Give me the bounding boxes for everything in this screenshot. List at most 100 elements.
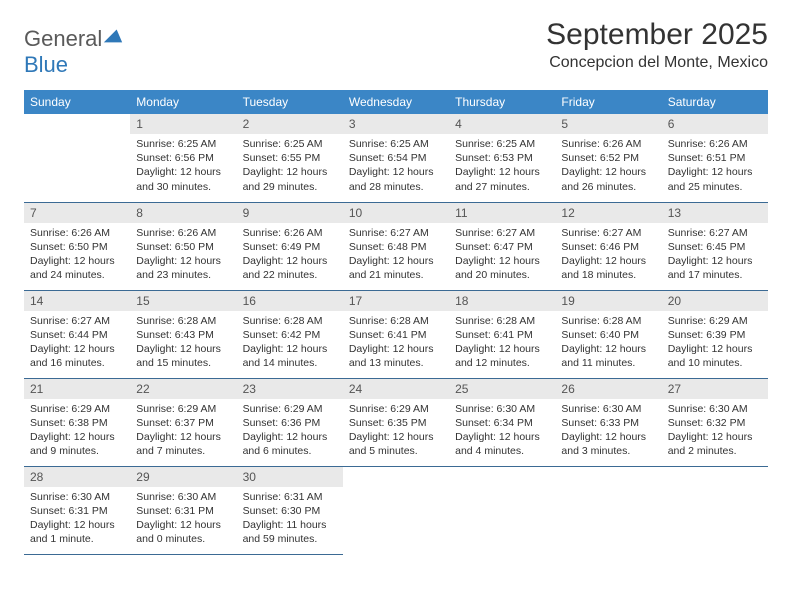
calendar-cell: 18Sunrise: 6:28 AMSunset: 6:41 PMDayligh… [449,290,555,378]
calendar-cell: 26Sunrise: 6:30 AMSunset: 6:33 PMDayligh… [555,378,661,466]
day-number: 18 [449,291,555,311]
day-body: Sunrise: 6:25 AMSunset: 6:53 PMDaylight:… [449,134,555,200]
month-title: September 2025 [546,18,768,52]
sunset-line: Sunset: 6:43 PM [136,328,230,342]
day-number: 13 [662,203,768,223]
title-block: September 2025 Concepcion del Monte, Mex… [546,18,768,72]
calendar-cell: 24Sunrise: 6:29 AMSunset: 6:35 PMDayligh… [343,378,449,466]
sunset-line: Sunset: 6:35 PM [349,416,443,430]
day-number: 20 [662,291,768,311]
calendar-cell: 2Sunrise: 6:25 AMSunset: 6:55 PMDaylight… [237,114,343,202]
calendar-cell: 15Sunrise: 6:28 AMSunset: 6:43 PMDayligh… [130,290,236,378]
sunset-line: Sunset: 6:34 PM [455,416,549,430]
sunrise-line: Sunrise: 6:30 AM [136,490,230,504]
calendar-cell: 23Sunrise: 6:29 AMSunset: 6:36 PMDayligh… [237,378,343,466]
daylight-line: Daylight: 12 hours and 9 minutes. [30,430,124,458]
calendar-cell: . [343,466,449,554]
day-number: 30 [237,467,343,487]
daylight-line: Daylight: 12 hours and 6 minutes. [243,430,337,458]
sunset-line: Sunset: 6:50 PM [30,240,124,254]
sunset-line: Sunset: 6:31 PM [136,504,230,518]
sunrise-line: Sunrise: 6:26 AM [136,226,230,240]
day-number: 9 [237,203,343,223]
sunset-line: Sunset: 6:51 PM [668,151,762,165]
location: Concepcion del Monte, Mexico [546,54,768,72]
daylight-line: Daylight: 12 hours and 15 minutes. [136,342,230,370]
day-number: 21 [24,379,130,399]
daylight-line: Daylight: 12 hours and 13 minutes. [349,342,443,370]
calendar-cell: . [662,466,768,554]
sunset-line: Sunset: 6:31 PM [30,504,124,518]
sunrise-line: Sunrise: 6:29 AM [668,314,762,328]
daylight-line: Daylight: 12 hours and 10 minutes. [668,342,762,370]
day-body: Sunrise: 6:26 AMSunset: 6:51 PMDaylight:… [662,134,768,200]
calendar-cell: . [24,114,130,202]
calendar-head: SundayMondayTuesdayWednesdayThursdayFrid… [24,90,768,114]
calendar-cell: 16Sunrise: 6:28 AMSunset: 6:42 PMDayligh… [237,290,343,378]
calendar-cell: 12Sunrise: 6:27 AMSunset: 6:46 PMDayligh… [555,202,661,290]
calendar-cell: . [449,466,555,554]
sunset-line: Sunset: 6:45 PM [668,240,762,254]
weekday-header: Tuesday [237,90,343,114]
day-body: Sunrise: 6:30 AMSunset: 6:31 PMDaylight:… [130,487,236,553]
day-body: Sunrise: 6:29 AMSunset: 6:36 PMDaylight:… [237,399,343,465]
calendar-cell: 9Sunrise: 6:26 AMSunset: 6:49 PMDaylight… [237,202,343,290]
day-body: Sunrise: 6:25 AMSunset: 6:55 PMDaylight:… [237,134,343,200]
day-number: 5 [555,114,661,134]
calendar-cell: 5Sunrise: 6:26 AMSunset: 6:52 PMDaylight… [555,114,661,202]
daylight-line: Daylight: 12 hours and 7 minutes. [136,430,230,458]
daylight-line: Daylight: 12 hours and 23 minutes. [136,254,230,282]
daylight-line: Daylight: 12 hours and 30 minutes. [136,165,230,193]
day-number: 4 [449,114,555,134]
sunset-line: Sunset: 6:54 PM [349,151,443,165]
day-number: 3 [343,114,449,134]
sunrise-line: Sunrise: 6:25 AM [455,137,549,151]
brand-logo: General Blue [24,24,124,78]
day-body: Sunrise: 6:26 AMSunset: 6:49 PMDaylight:… [237,223,343,289]
daylight-line: Daylight: 12 hours and 16 minutes. [30,342,124,370]
calendar-cell: 17Sunrise: 6:28 AMSunset: 6:41 PMDayligh… [343,290,449,378]
brand-triangle-icon [102,24,124,46]
day-number: 16 [237,291,343,311]
weekday-header: Monday [130,90,236,114]
day-number: 29 [130,467,236,487]
sunrise-line: Sunrise: 6:30 AM [668,402,762,416]
day-number: 27 [662,379,768,399]
sunrise-line: Sunrise: 6:29 AM [349,402,443,416]
daylight-line: Daylight: 11 hours and 59 minutes. [243,518,337,546]
daylight-line: Daylight: 12 hours and 27 minutes. [455,165,549,193]
day-number: 2 [237,114,343,134]
day-number: 25 [449,379,555,399]
daylight-line: Daylight: 12 hours and 20 minutes. [455,254,549,282]
day-body: Sunrise: 6:27 AMSunset: 6:45 PMDaylight:… [662,223,768,289]
sunrise-line: Sunrise: 6:26 AM [30,226,124,240]
sunset-line: Sunset: 6:46 PM [561,240,655,254]
day-body: Sunrise: 6:28 AMSunset: 6:42 PMDaylight:… [237,311,343,377]
calendar-cell: 4Sunrise: 6:25 AMSunset: 6:53 PMDaylight… [449,114,555,202]
daylight-line: Daylight: 12 hours and 24 minutes. [30,254,124,282]
day-number: 19 [555,291,661,311]
sunset-line: Sunset: 6:41 PM [349,328,443,342]
sunset-line: Sunset: 6:52 PM [561,151,655,165]
day-body: Sunrise: 6:26 AMSunset: 6:52 PMDaylight:… [555,134,661,200]
sunset-line: Sunset: 6:50 PM [136,240,230,254]
day-body: Sunrise: 6:27 AMSunset: 6:46 PMDaylight:… [555,223,661,289]
daylight-line: Daylight: 12 hours and 0 minutes. [136,518,230,546]
day-body: Sunrise: 6:29 AMSunset: 6:38 PMDaylight:… [24,399,130,465]
day-number: 28 [24,467,130,487]
sunset-line: Sunset: 6:37 PM [136,416,230,430]
sunrise-line: Sunrise: 6:26 AM [561,137,655,151]
calendar-cell: 29Sunrise: 6:30 AMSunset: 6:31 PMDayligh… [130,466,236,554]
sunrise-line: Sunrise: 6:25 AM [243,137,337,151]
sunrise-line: Sunrise: 6:27 AM [668,226,762,240]
sunset-line: Sunset: 6:33 PM [561,416,655,430]
sunrise-line: Sunrise: 6:27 AM [30,314,124,328]
calendar-cell: . [555,466,661,554]
sunrise-line: Sunrise: 6:30 AM [561,402,655,416]
sunset-line: Sunset: 6:49 PM [243,240,337,254]
day-body: Sunrise: 6:30 AMSunset: 6:31 PMDaylight:… [24,487,130,553]
calendar-cell: 7Sunrise: 6:26 AMSunset: 6:50 PMDaylight… [24,202,130,290]
sunset-line: Sunset: 6:55 PM [243,151,337,165]
daylight-line: Daylight: 12 hours and 12 minutes. [455,342,549,370]
daylight-line: Daylight: 12 hours and 2 minutes. [668,430,762,458]
